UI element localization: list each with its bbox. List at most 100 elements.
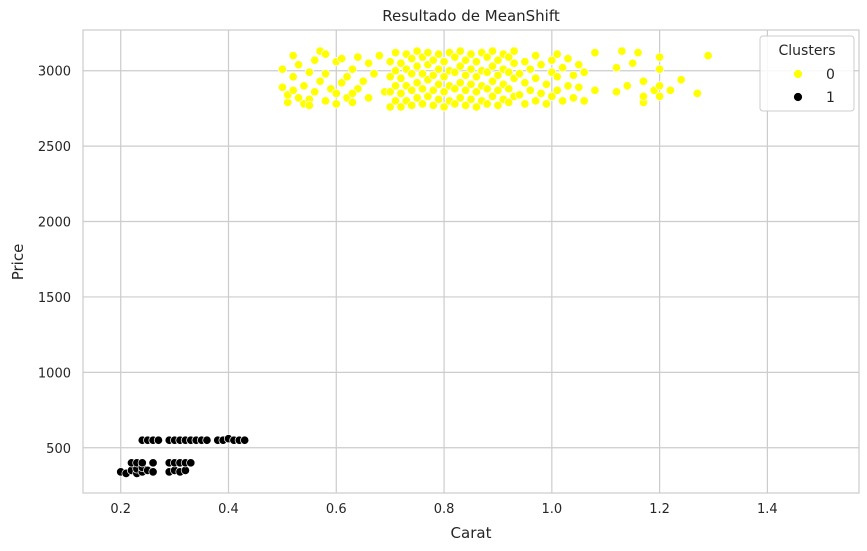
data-point-cluster-0 [611,87,622,97]
data-point-cluster-0 [455,46,465,56]
data-point-cluster-0 [412,46,422,56]
data-point-cluster-0 [552,72,562,82]
legend: Clusters 0 1 [759,35,855,112]
data-point-cluster-0 [320,49,331,59]
chart-title: Resultado de MeanShift [382,7,560,25]
data-point-cluster-0 [288,72,298,82]
data-point-cluster-0 [374,51,384,61]
legend-marker-0 [793,69,803,79]
data-point-cluster-0 [385,72,395,82]
data-point-cluster-0 [450,84,460,94]
data-point-cluster-0 [347,64,357,74]
data-point-cluster-0 [407,85,417,95]
data-point-cluster-0 [568,70,578,80]
data-point-cluster-1 [186,458,196,468]
data-point-cluster-0 [531,96,541,106]
data-point-cluster-0 [310,87,320,97]
data-point-cluster-0 [320,96,331,106]
data-point-cluster-0 [277,64,287,74]
data-point-cluster-0 [369,69,379,79]
data-point-cluster-0 [434,49,444,59]
data-point-cluster-0 [423,48,433,58]
data-point-cluster-0 [417,69,428,79]
data-point-cluster-0 [428,100,438,110]
data-point-cluster-0 [337,54,347,64]
data-point-cluster-0 [628,58,638,68]
data-point-cluster-0 [461,55,471,65]
data-point-cluster-0 [450,67,460,77]
data-point-cluster-0 [304,67,314,77]
data-point-cluster-0 [552,85,562,95]
y-tick-label: 2500 [38,140,71,155]
data-point-cluster-0 [531,73,541,83]
data-point-cluster-1 [148,458,158,468]
y-tick-label: 3000 [38,65,71,80]
data-point-cluster-0 [439,57,449,67]
data-point-cluster-0 [364,58,374,68]
data-point-cluster-0 [391,96,401,106]
data-point-cluster-0 [331,99,341,109]
data-point-cluster-0 [541,99,551,109]
data-point-cluster-0 [396,88,406,98]
data-point-cluster-0 [504,52,514,62]
data-point-cluster-0 [493,85,503,95]
data-point-cluster-0 [294,93,304,103]
y-tick-labels: 500 1000 1500 2000 2500 3000 [38,65,71,457]
data-point-cluster-0 [428,85,438,95]
data-point-cluster-0 [536,60,546,70]
data-point-cluster-0 [407,54,417,64]
data-point-cluster-0 [434,79,444,89]
data-point-cluster-0 [439,87,449,97]
data-point-cluster-0 [558,96,568,106]
data-point-cluster-0 [504,67,514,77]
data-point-cluster-0 [466,94,476,104]
data-point-cluster-0 [412,93,422,103]
data-point-cluster-1 [153,435,163,445]
data-point-cluster-0 [466,79,476,89]
data-point-cluster-0 [342,72,352,82]
legend-marker-1 [793,92,803,102]
y-tick-label: 500 [46,442,71,457]
data-point-cluster-0 [299,81,309,91]
data-points [116,46,713,478]
data-point-cluster-1 [148,467,158,477]
data-point-cluster-0 [558,63,568,73]
x-tick-label: 0.4 [218,502,239,517]
x-tick-label: 1.4 [757,502,778,517]
data-point-cluster-0 [428,70,438,80]
data-point-cluster-0 [482,67,492,77]
data-point-cluster-0 [482,52,492,62]
data-point-cluster-0 [520,78,530,88]
data-point-cluster-0 [417,84,428,94]
data-point-cluster-0 [391,81,401,91]
data-point-cluster-0 [488,46,498,56]
x-axis-label: Carat [451,524,492,542]
data-point-cluster-0 [347,97,357,107]
data-point-cluster-0 [396,102,406,112]
legend-box [759,35,855,112]
data-point-cluster-0 [396,73,406,83]
data-point-cluster-0 [466,64,476,74]
data-point-cluster-0 [493,55,503,65]
legend-label-1: 1 [826,90,835,106]
data-point-cluster-0 [320,69,331,79]
data-point-cluster-0 [455,93,465,103]
data-point-cluster-0 [283,97,293,107]
data-point-cluster-0 [611,63,622,73]
data-point-cluster-0 [364,93,374,103]
data-point-cluster-0 [391,66,401,76]
data-point-cluster-0 [509,58,519,68]
data-point-cluster-0 [434,94,444,104]
data-point-cluster-0 [455,78,465,88]
data-point-cluster-0 [385,57,395,67]
data-point-cluster-1 [202,435,212,445]
data-point-cluster-0 [417,99,428,109]
data-point-cluster-0 [461,100,471,110]
data-point-cluster-0 [471,87,481,97]
data-point-cluster-0 [461,85,471,95]
data-point-cluster-0 [310,55,320,65]
y-axis-label: Price [9,244,27,281]
data-point-cluster-0 [574,60,584,70]
data-point-cluster-0 [385,102,395,112]
